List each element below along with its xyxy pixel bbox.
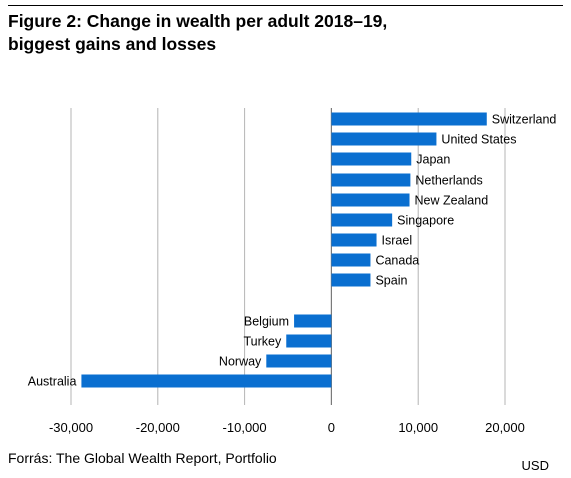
source-note: Forrás: The Global Wealth Report, Portfo… <box>8 450 277 466</box>
category-label: Australia <box>28 375 77 389</box>
bars <box>81 112 487 388</box>
bar-netherlands <box>331 173 411 187</box>
x-tick-labels: -30,000 -20,000 -10,000 0 10,000 20,000 <box>49 420 525 435</box>
bar-belgium <box>294 314 332 328</box>
x-tick-label: -30,000 <box>49 420 93 435</box>
chart-title-line2: biggest gains and losses <box>8 34 217 54</box>
bar-japan <box>331 152 412 166</box>
category-label: Canada <box>375 254 419 268</box>
category-label: Norway <box>219 355 262 369</box>
category-label: United States <box>441 133 516 147</box>
chart-title: Figure 2: Change in wealth per adult 201… <box>8 10 387 56</box>
category-label: Belgium <box>244 315 289 329</box>
x-tick-label: 0 <box>328 420 335 435</box>
bar-israel <box>331 233 377 247</box>
x-tick-label: 20,000 <box>485 420 525 435</box>
bar-new-zealand <box>331 193 410 207</box>
gridlines <box>70 108 506 405</box>
bar-norway <box>266 354 332 368</box>
bar-spain <box>331 273 371 287</box>
category-label: Israel <box>382 234 413 248</box>
bar-switzerland <box>331 112 487 126</box>
x-tick-label: 10,000 <box>398 420 438 435</box>
category-labels: Switzerland United States Japan Netherlands… <box>28 113 557 389</box>
top-rule <box>8 5 563 6</box>
category-label: Turkey <box>244 335 282 349</box>
category-label: Singapore <box>397 214 454 228</box>
category-label: Switzerland <box>492 113 557 127</box>
category-label: Japan <box>416 153 450 167</box>
chart-title-line1: Figure 2: Change in wealth per adult 201… <box>8 11 388 31</box>
bar-canada <box>331 253 371 267</box>
bar-australia <box>81 374 332 388</box>
category-label: Netherlands <box>415 174 482 188</box>
x-tick-label: -20,000 <box>136 420 180 435</box>
bar-united-states <box>331 132 437 146</box>
x-tick-label: -10,000 <box>223 420 267 435</box>
category-label: New Zealand <box>415 194 489 208</box>
bar-singapore <box>331 213 393 227</box>
bar-turkey <box>286 334 332 348</box>
category-label: Spain <box>375 274 407 288</box>
unit-label: USD <box>521 458 549 473</box>
